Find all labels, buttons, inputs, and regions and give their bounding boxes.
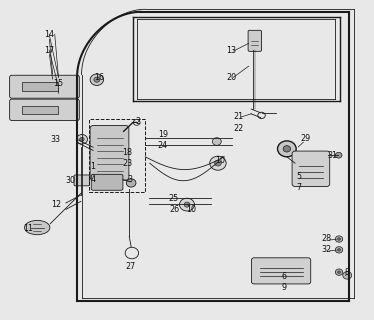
- Text: 6: 6: [281, 272, 286, 281]
- Text: 23: 23: [122, 159, 132, 168]
- Text: 10: 10: [186, 205, 196, 214]
- Text: 8: 8: [345, 268, 350, 277]
- Bar: [22, 82, 58, 91]
- Circle shape: [94, 77, 100, 82]
- Text: 28: 28: [322, 234, 332, 243]
- Text: 1: 1: [91, 162, 96, 171]
- Circle shape: [210, 156, 226, 170]
- Text: 18: 18: [122, 148, 132, 156]
- Circle shape: [134, 120, 140, 125]
- Circle shape: [335, 152, 342, 158]
- Text: 29: 29: [300, 134, 311, 143]
- Circle shape: [337, 249, 340, 251]
- Text: 14: 14: [44, 30, 54, 39]
- Circle shape: [335, 236, 343, 242]
- Text: 30: 30: [66, 176, 76, 185]
- FancyBboxPatch shape: [292, 151, 330, 187]
- Text: 21: 21: [233, 112, 243, 121]
- Text: 16: 16: [95, 73, 104, 82]
- Circle shape: [283, 146, 291, 152]
- Circle shape: [184, 202, 190, 207]
- Text: 26: 26: [169, 205, 179, 214]
- Circle shape: [80, 137, 84, 141]
- Text: 33: 33: [51, 135, 61, 144]
- Text: 4: 4: [91, 175, 96, 184]
- FancyBboxPatch shape: [10, 75, 79, 98]
- Text: 10: 10: [215, 156, 226, 164]
- Circle shape: [90, 74, 104, 85]
- Circle shape: [180, 198, 194, 211]
- Circle shape: [335, 269, 343, 275]
- Text: 15: 15: [53, 79, 64, 88]
- FancyBboxPatch shape: [248, 30, 261, 51]
- Text: 11: 11: [24, 224, 34, 233]
- Ellipse shape: [25, 220, 50, 235]
- Circle shape: [335, 247, 343, 253]
- Circle shape: [212, 138, 221, 145]
- Text: 20: 20: [226, 73, 236, 82]
- Circle shape: [126, 179, 136, 187]
- Text: 22: 22: [233, 124, 243, 132]
- Circle shape: [337, 271, 340, 273]
- Text: 2: 2: [135, 117, 140, 126]
- Bar: [22, 106, 58, 114]
- Text: 32: 32: [322, 245, 332, 254]
- FancyBboxPatch shape: [10, 99, 79, 121]
- Text: 12: 12: [51, 200, 61, 209]
- FancyBboxPatch shape: [90, 125, 129, 180]
- Text: 31: 31: [327, 151, 337, 160]
- FancyBboxPatch shape: [74, 175, 89, 186]
- Bar: [89, 119, 144, 192]
- Text: 24: 24: [158, 141, 168, 150]
- FancyBboxPatch shape: [91, 174, 123, 190]
- Circle shape: [76, 134, 88, 144]
- Text: 25: 25: [169, 194, 179, 203]
- Text: 17: 17: [44, 45, 54, 55]
- Text: 19: 19: [158, 130, 168, 139]
- Circle shape: [343, 271, 352, 279]
- Text: 27: 27: [125, 262, 135, 271]
- Text: 7: 7: [296, 183, 301, 192]
- Circle shape: [278, 141, 296, 157]
- FancyBboxPatch shape: [251, 258, 311, 284]
- Text: 9: 9: [281, 283, 286, 292]
- Text: 3: 3: [128, 175, 133, 184]
- Circle shape: [337, 238, 340, 240]
- Text: 13: 13: [226, 45, 236, 55]
- Text: 5: 5: [296, 172, 301, 181]
- Circle shape: [215, 160, 221, 166]
